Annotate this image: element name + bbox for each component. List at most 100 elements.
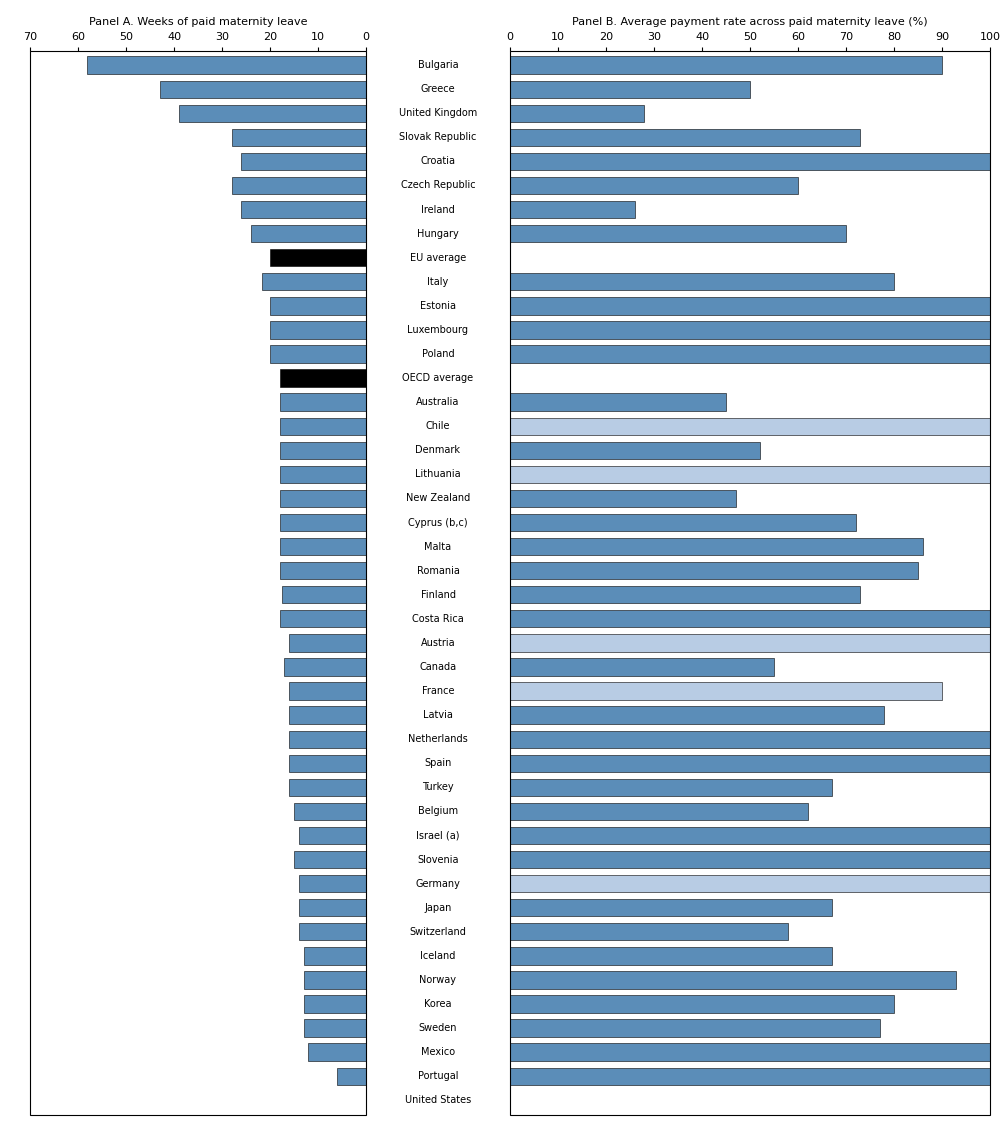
Bar — [304, 995, 366, 1012]
Bar — [510, 610, 990, 627]
Bar — [510, 779, 832, 796]
Text: Poland: Poland — [422, 349, 454, 359]
Bar — [289, 634, 366, 652]
Text: Ireland: Ireland — [421, 205, 455, 215]
Bar — [308, 1044, 366, 1061]
Bar — [510, 995, 894, 1012]
Text: Hungary: Hungary — [417, 229, 459, 239]
Bar — [280, 441, 366, 459]
Text: EU average: EU average — [410, 252, 466, 262]
Text: Korea: Korea — [424, 999, 452, 1009]
Bar — [510, 947, 832, 965]
Bar — [510, 899, 832, 917]
Bar — [294, 851, 366, 868]
Text: Slovenia: Slovenia — [417, 855, 459, 865]
Text: Czech Republic: Czech Republic — [401, 180, 475, 190]
Bar — [282, 586, 366, 604]
Text: United Kingdom: United Kingdom — [399, 108, 477, 118]
Title: Panel B. Average payment rate across paid maternity leave (%): Panel B. Average payment rate across pai… — [572, 17, 928, 27]
Bar — [510, 1019, 880, 1037]
Bar — [299, 899, 366, 917]
Bar — [510, 706, 884, 724]
Text: Bulgaria: Bulgaria — [418, 60, 458, 70]
Bar — [510, 321, 990, 339]
Bar — [304, 947, 366, 965]
Text: Denmark: Denmark — [416, 445, 460, 455]
Bar — [510, 972, 956, 989]
Text: Norway: Norway — [420, 975, 456, 985]
Bar — [280, 538, 366, 555]
Bar — [510, 490, 736, 507]
Bar — [510, 754, 990, 772]
Text: Israel (a): Israel (a) — [416, 831, 460, 840]
Text: OECD average: OECD average — [402, 373, 474, 383]
Bar — [510, 56, 942, 74]
Text: Portugal: Portugal — [418, 1071, 458, 1081]
Bar — [510, 562, 918, 580]
Text: Japan: Japan — [424, 903, 452, 913]
Bar — [280, 418, 366, 435]
Bar — [280, 610, 366, 627]
Bar — [510, 851, 990, 868]
Text: Cyprus (b,c): Cyprus (b,c) — [408, 518, 468, 527]
Bar — [510, 731, 990, 748]
Bar — [280, 393, 366, 411]
Text: Sweden: Sweden — [419, 1024, 457, 1033]
Bar — [510, 297, 990, 314]
Bar — [280, 562, 366, 580]
Bar — [294, 803, 366, 820]
Text: Chile: Chile — [426, 421, 450, 431]
Bar — [510, 418, 990, 435]
Bar — [270, 249, 366, 267]
Bar — [510, 200, 635, 218]
Bar — [241, 200, 366, 218]
Bar — [280, 490, 366, 507]
Text: Greece: Greece — [421, 84, 455, 95]
Text: Spain: Spain — [424, 758, 452, 768]
Bar — [232, 128, 366, 146]
Bar — [510, 1067, 990, 1084]
Text: Finland: Finland — [420, 590, 456, 600]
Bar — [289, 682, 366, 699]
Text: Luxembourg: Luxembourg — [408, 325, 468, 334]
Text: Lithuania: Lithuania — [415, 470, 461, 480]
Text: Costa Rica: Costa Rica — [412, 614, 464, 624]
Bar — [280, 513, 366, 531]
Bar — [510, 274, 894, 291]
Bar — [510, 441, 760, 459]
Bar — [270, 297, 366, 314]
Text: Belgium: Belgium — [418, 806, 458, 816]
Text: France: France — [422, 686, 454, 696]
Text: Malta: Malta — [424, 542, 452, 552]
Bar — [289, 779, 366, 796]
Bar — [510, 466, 990, 483]
Bar — [87, 56, 366, 74]
Text: Canada: Canada — [419, 662, 457, 672]
Bar — [510, 659, 774, 676]
Bar — [510, 81, 750, 98]
Text: Germany: Germany — [416, 878, 460, 888]
Bar — [304, 972, 366, 989]
Bar — [510, 1044, 990, 1061]
Bar — [510, 153, 990, 170]
Bar — [510, 346, 990, 363]
Bar — [289, 706, 366, 724]
Bar — [304, 1019, 366, 1037]
Bar — [299, 826, 366, 844]
Text: Italy: Italy — [427, 277, 449, 287]
Text: New Zealand: New Zealand — [406, 493, 470, 503]
Bar — [510, 875, 990, 892]
Bar — [270, 321, 366, 339]
Text: Australia: Australia — [416, 397, 460, 408]
Text: Netherlands: Netherlands — [408, 734, 468, 744]
Bar — [510, 826, 990, 844]
Text: Slovak Republic: Slovak Republic — [399, 133, 477, 142]
Bar — [337, 1067, 366, 1084]
Text: Austria: Austria — [421, 638, 455, 647]
Text: United States: United States — [405, 1096, 471, 1106]
Bar — [510, 682, 942, 699]
Bar — [232, 177, 366, 194]
Text: Mexico: Mexico — [421, 1047, 455, 1057]
Bar — [160, 81, 366, 98]
Bar — [510, 538, 923, 555]
